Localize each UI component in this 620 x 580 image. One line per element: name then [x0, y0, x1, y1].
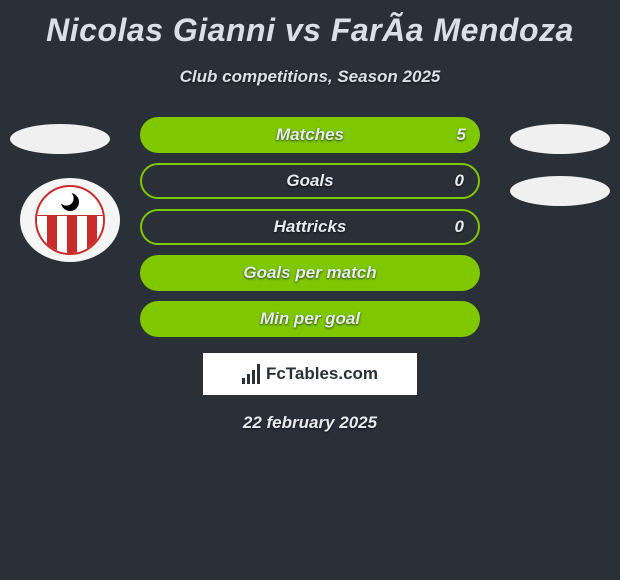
logo-bars-icon [242, 364, 260, 384]
stat-bar: Goals per match [140, 255, 480, 291]
stat-row: Goals0 [0, 163, 620, 199]
stat-row: Min per goal [0, 301, 620, 337]
stat-bar: Matches5 [140, 117, 480, 153]
stat-value: 0 [455, 171, 464, 191]
stat-label: Matches [140, 125, 480, 145]
stat-row: Goals per match [0, 255, 620, 291]
stat-row: Matches5 [0, 117, 620, 153]
stats-container: Matches5Goals0Hattricks0Goals per matchM… [0, 117, 620, 337]
stat-bar: Min per goal [140, 301, 480, 337]
fctables-logo: FcTables.com [203, 353, 417, 395]
stat-value: 5 [457, 125, 466, 145]
stat-bar: Goals0 [140, 163, 480, 199]
stat-bar: Hattricks0 [140, 209, 480, 245]
stat-label: Goals per match [140, 263, 480, 283]
stat-label: Goals [142, 171, 478, 191]
date-label: 22 february 2025 [0, 413, 620, 433]
stat-row: Hattricks0 [0, 209, 620, 245]
stat-value: 0 [455, 217, 464, 237]
subtitle: Club competitions, Season 2025 [0, 67, 620, 87]
logo-text: FcTables.com [266, 364, 378, 384]
page-title: Nicolas Gianni vs FarÃ­a Mendoza [0, 0, 620, 49]
stat-label: Hattricks [142, 217, 478, 237]
stat-label: Min per goal [140, 309, 480, 329]
